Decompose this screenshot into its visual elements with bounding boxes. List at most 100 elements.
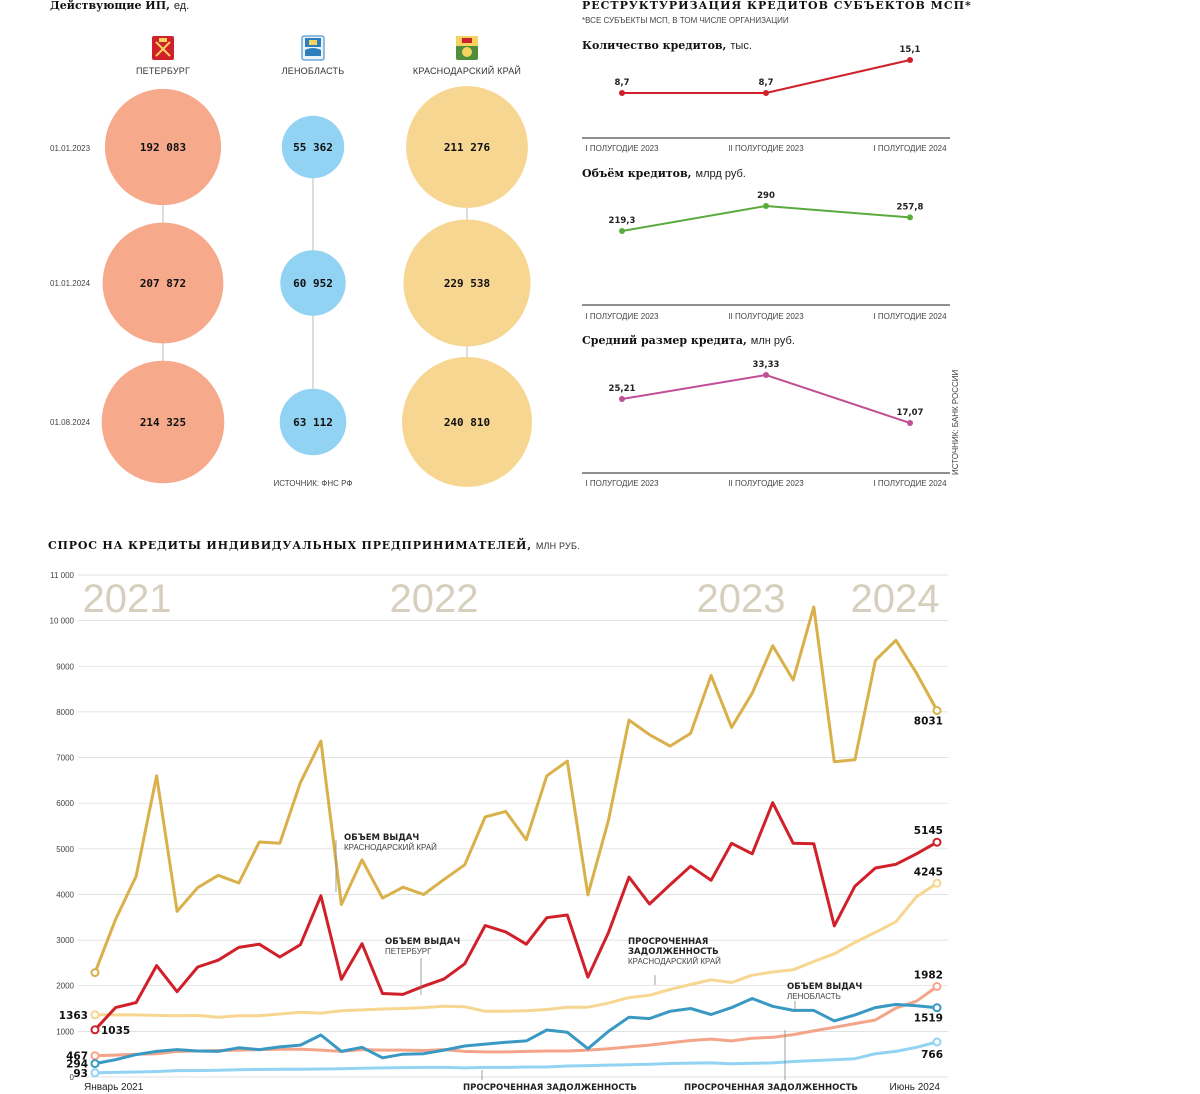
region-label-krasnodar: КРАСНОДАРСКИЙ КРАЙ	[413, 65, 521, 76]
ip-bubble-value: 60 952	[293, 277, 333, 290]
series-line-spb	[93, 801, 938, 1031]
restr-period-label: II ПОЛУГОДИЕ 2023	[728, 312, 804, 321]
series-annotation: КРАСНОДАРСКИЙ КРАЙ	[344, 843, 437, 852]
series-end-label: 1982	[914, 970, 943, 982]
restructuring-title: РЕСТРУКТУРИЗАЦИЯ КРЕДИТОВ СУБЪЕКТОВ МСП*	[582, 0, 972, 12]
restructuring-panel: РЕСТРУКТУРИЗАЦИЯ КРЕДИТОВ СУБЪЕКТОВ МСП*…	[582, 0, 972, 488]
region-label-spb: ПЕТЕРБУРГ	[136, 66, 190, 76]
restr-unit: млрд руб.	[696, 168, 746, 180]
series-start-label: 1363	[59, 1010, 88, 1022]
demand-plot-area: 0 1000 2000 3000 4000 5000 6000 7000 8000 9000 10 …	[50, 571, 948, 1093]
overdue-axis-label: ПРОСРОЧЕННАЯ ЗАДОЛЖЕННОСТЬ	[684, 1083, 858, 1093]
restr-value-label: 17,07	[897, 408, 924, 418]
y-tick-label: 0	[70, 1073, 75, 1082]
ip-bubble-value: 55 362	[293, 141, 333, 154]
y-tick-label: 3000	[56, 936, 74, 945]
ip-bubble	[104, 88, 222, 206]
ip-bubble	[102, 222, 224, 344]
restructuring-note: *ВСЕ СУБЪЕКТЫ МСП, В ТОМ ЧИСЛЕ ОРГАНИЗАЦ…	[582, 16, 789, 25]
ip-bubble-value: 192 083	[140, 141, 186, 154]
y-tick-label: 5000	[56, 845, 74, 854]
restr-point	[907, 214, 913, 221]
ip-panel: Действующие ИП, ед. ПЕТЕРБУРГ ЛЕНОБЛАСТЬ …	[50, 0, 532, 488]
series-endpoint	[90, 1051, 100, 1061]
ip-bubble	[402, 357, 532, 487]
series-line-krasnodar_overdue	[94, 882, 938, 1019]
restr-value-label: 33,33	[753, 360, 780, 370]
series-line-lenoblast_overdue	[94, 1040, 938, 1075]
restr-period-label: II ПОЛУГОДИЕ 2023	[728, 479, 804, 488]
series-end-label: 4245	[914, 866, 943, 878]
restr-value-label: 15,1	[900, 45, 921, 55]
restr-point	[907, 57, 913, 63]
restr-period-label: I ПОЛУГОДИЕ 2024	[873, 144, 947, 153]
series-endpoint	[932, 706, 942, 715]
series-endpoint	[932, 837, 942, 847]
restr-point	[619, 90, 625, 96]
ip-panel-title: Действующие ИП, ед.	[50, 0, 189, 12]
series-end-label: 5145	[914, 825, 943, 837]
y-tick-label: 9000	[56, 662, 74, 671]
year-label: 2024	[851, 577, 940, 621]
series-annotation: КРАСНОДАРСКИЙ КРАЙ	[628, 957, 721, 966]
restr-unit: млн руб.	[751, 335, 795, 347]
ip-source: ИСТОЧНИК: ФНС РФ	[274, 479, 353, 488]
ip-bubble-value: 211 276	[444, 141, 491, 154]
series-annotation: ПРОСРОЧЕННАЯ	[628, 937, 708, 947]
restr-value-label: 8,7	[614, 78, 629, 88]
overdue-axis-label: ПРОСРОЧЕННАЯ ЗАДОЛЖЕННОСТЬ	[463, 1083, 637, 1093]
ip-bubble-value: 63 112	[293, 416, 333, 429]
ip-bubble	[281, 115, 345, 179]
restr-title-text: Объём кредитов,	[582, 167, 692, 180]
restr-period-label: I ПОЛУГОДИЕ 2024	[873, 312, 947, 321]
series-line-lenoblast	[94, 997, 938, 1066]
series-endpoint	[90, 968, 100, 978]
restr-chart-title: Количество кредитов, тыс.	[582, 39, 752, 52]
series-start-label: 467	[66, 1051, 88, 1063]
restr-unit: тыс.	[730, 40, 752, 52]
series-endpoint	[932, 1037, 942, 1047]
ip-bubble	[403, 219, 531, 347]
series-line-spb_overdue	[94, 985, 938, 1058]
ip-bubble-value: 229 538	[444, 277, 490, 290]
series-annotation: ОБЪЕМ ВЫДАЧ	[344, 833, 419, 843]
series-annotation: ОБЪЕМ ВЫДАЧ	[787, 982, 862, 992]
series-end-label: 8031	[914, 716, 943, 728]
krasnodar-coat-of-arms-icon	[456, 36, 478, 60]
series-start-label: 294	[66, 1059, 88, 1071]
restr-period-label: I ПОЛУГОДИЕ 2023	[585, 479, 659, 488]
restr-series-line	[621, 204, 911, 232]
restr-value-label: 219,3	[609, 216, 636, 226]
year-label: 2022	[390, 577, 479, 621]
series-annotation: ОБЪЕМ ВЫДАЧ	[385, 937, 460, 947]
restr-value-label: 290	[757, 191, 775, 201]
restr-period-label: I ПОЛУГОДИЕ 2024	[873, 479, 947, 488]
demand-chart: СПРОС НА КРЕДИТЫ ИНДИВИДУАЛЬНЫХ ПРЕДПРИН…	[48, 537, 948, 1093]
restr-value-label: 25,21	[609, 384, 636, 394]
y-tick-label: 6000	[56, 799, 74, 808]
series-endpoint	[90, 1068, 100, 1078]
demand-chart-title: СПРОС НА КРЕДИТЫ ИНДИВИДУАЛЬНЫХ ПРЕДПРИН…	[48, 537, 580, 552]
ip-bubble	[406, 86, 528, 208]
ip-bubble-value: 240 810	[444, 416, 490, 429]
restr-title-text: Количество кредитов,	[582, 39, 726, 52]
y-tick-label: 11 000	[50, 571, 74, 580]
series-annotation: ЛЕНОБЛАСТЬ	[787, 992, 841, 1001]
y-tick-label: 8000	[56, 708, 74, 717]
date-label: 01.08.2024	[50, 418, 91, 427]
lenoblast-coat-of-arms-icon	[301, 35, 325, 61]
series-endpoint	[90, 1010, 100, 1020]
restr-series-line	[622, 59, 911, 94]
restr-value-label: 8,7	[758, 78, 773, 88]
restr-period-label: I ПОЛУГОДИЕ 2023	[585, 312, 659, 321]
y-tick-label: 4000	[56, 891, 74, 900]
region-label-lenoblast: ЛЕНОБЛАСТЬ	[282, 66, 345, 76]
y-tick-label: 10 000	[50, 617, 75, 626]
ip-bubble	[101, 360, 225, 484]
series-end-label: 766	[921, 1049, 943, 1061]
restr-point	[763, 372, 769, 378]
restr-point	[619, 228, 625, 234]
ip-bubble	[279, 388, 347, 456]
series-line-krasnodar	[93, 605, 939, 974]
